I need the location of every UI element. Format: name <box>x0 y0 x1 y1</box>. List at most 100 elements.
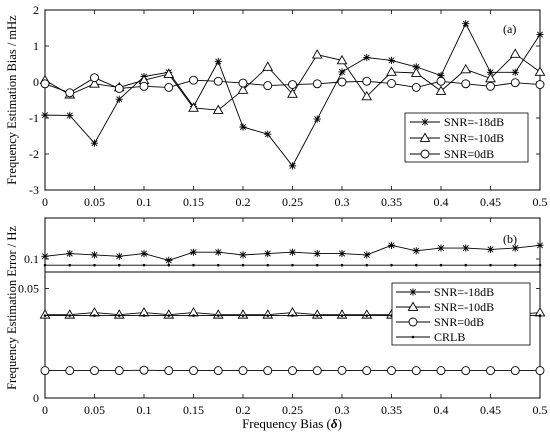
panel-b-point <box>414 263 418 267</box>
panel-b-point <box>238 366 248 376</box>
panel-a-x-tick-label: 0.4 <box>434 195 449 209</box>
panel-b-point <box>139 365 149 375</box>
x-axis-label-prefix: Frequency Bias ( <box>242 416 331 431</box>
panel-b-legend-label: SNR=0dB <box>434 315 484 329</box>
panel-b-point <box>266 314 270 317</box>
panel-b-point <box>262 309 274 319</box>
panel-b-point <box>340 263 344 267</box>
panel-b-legend-box <box>391 282 531 346</box>
panel-a-legend: SNR=-18dB SNR=-10dB SNR=0dB <box>404 112 529 163</box>
panel-a-point <box>387 78 396 88</box>
panel-b-point <box>189 248 198 256</box>
panel-b-point <box>511 244 519 252</box>
panel-a-point <box>534 66 546 76</box>
panel-a-point <box>115 95 123 103</box>
panel-a-point <box>386 66 397 76</box>
panel-b-point <box>142 263 146 267</box>
panel-b-tag: (b) <box>503 232 517 246</box>
panel-b-legend-item: SNR=0dB <box>396 315 484 329</box>
panel-b-point <box>93 314 96 317</box>
panel-b-point <box>117 263 121 267</box>
panel-b-point <box>538 314 542 317</box>
panel-b-x-tick-label: 0.3 <box>335 403 350 417</box>
panel-a-x-tick-label: 0.35 <box>381 195 402 209</box>
panel-b-point <box>212 309 224 319</box>
panel-a-point <box>362 76 372 86</box>
panel-b-point <box>90 251 99 259</box>
panel-a-point <box>337 77 347 87</box>
panel-b-point <box>315 263 319 267</box>
panel-b-point <box>163 309 175 319</box>
panel-a-point <box>237 84 249 94</box>
panel-b-legend-marker <box>411 335 415 339</box>
panel-a-point <box>535 80 545 89</box>
panel-b-series-circle <box>40 365 545 376</box>
panel-a-y-tick-label: -1 <box>29 111 39 125</box>
panel-a-point <box>511 68 519 76</box>
panel-b-point <box>390 263 393 267</box>
panel-a-y-tick-label: -3 <box>29 183 39 197</box>
panel-a-point <box>536 30 544 39</box>
panel-a-y-tick-label: 0 <box>33 75 39 89</box>
panel-a-point <box>238 78 248 88</box>
panel-b-point <box>486 245 495 254</box>
panel-b-point <box>216 263 220 267</box>
panel-a-point <box>363 53 371 62</box>
panel-b-x-tick-labels: 0 0.05 0.1 0.15 0.2 0.25 0.3 0.35 0.4 0.45 0.5 <box>42 403 548 417</box>
panel-b-point <box>337 365 347 375</box>
panel-b-point <box>66 249 74 258</box>
panel-b-point <box>64 309 76 319</box>
panel-a-point <box>485 72 496 83</box>
panel-b-point <box>164 366 174 376</box>
panel-a-point <box>462 20 470 28</box>
panel-a-point <box>509 48 521 58</box>
panel-b-point <box>536 241 544 249</box>
panel-a-x-tick-label: 0.45 <box>480 195 501 209</box>
panel-b-point <box>167 314 171 317</box>
panel-a-bias: 0 0.05 0.1 0.15 0.2 0.25 0.3 0.35 0.4 0.45 0.5 -3-… <box>5 3 548 209</box>
panel-b-x-tick-label: 0 <box>42 403 48 417</box>
panel-b-point <box>68 314 72 317</box>
panel-a-legend-label: SNR=-10dB <box>444 131 504 145</box>
panel-a-point <box>288 80 297 89</box>
panel-b-point <box>411 366 421 376</box>
panel-b-point <box>436 366 446 376</box>
panel-b-point <box>263 366 273 376</box>
panel-b-point <box>213 366 223 376</box>
panel-b-point <box>365 314 369 317</box>
panel-b-point <box>365 263 369 267</box>
panel-b-x-tick-label: 0.35 <box>381 403 402 417</box>
panel-a-point <box>164 82 174 92</box>
panel-b-point <box>192 314 195 317</box>
panel-b-point <box>90 366 99 376</box>
panel-a-legend-item: SNR=0dB <box>410 147 494 161</box>
panel-b-x-tick-label: 0.05 <box>84 403 105 417</box>
panel-a-x-tick-labels: 0 0.05 0.1 0.15 0.2 0.25 0.3 0.35 0.4 0.45 0.5 <box>42 195 548 209</box>
panel-a-point <box>336 54 348 65</box>
panel-b-point <box>412 247 420 255</box>
panel-b-point <box>486 366 495 376</box>
panel-a-point <box>212 104 224 114</box>
panel-b-legend-item: SNR=-10dB <box>396 300 494 314</box>
panel-b-y-tick-labels: 0 0.05 0.1 <box>18 252 39 405</box>
panel-a-x-tick-label: 0.5 <box>533 195 548 209</box>
panel-a-point <box>411 82 421 92</box>
panel-a-legend-marker <box>419 132 431 142</box>
panel-b-x-tick-label: 0.1 <box>137 403 152 417</box>
panel-a-point <box>114 84 124 93</box>
panel-a-point <box>139 81 149 91</box>
panel-a-point <box>239 123 247 131</box>
panel-b-point <box>115 252 123 260</box>
x-axis-label-suffix: ) <box>338 416 342 431</box>
panel-a-legend-item: SNR=-18dB <box>410 115 504 129</box>
panel-b-point <box>439 263 443 267</box>
panel-b-point <box>241 263 245 267</box>
panel-b-y-axis-label: Frequency Estimation Error / Hz <box>5 226 19 390</box>
panel-b-point <box>167 263 171 267</box>
panel-b-point <box>510 366 520 376</box>
panel-b-point <box>312 366 322 376</box>
panel-b-point <box>264 249 272 258</box>
panel-a-point <box>410 67 422 77</box>
panel-a-point <box>213 76 223 86</box>
panel-b-point <box>189 366 198 376</box>
